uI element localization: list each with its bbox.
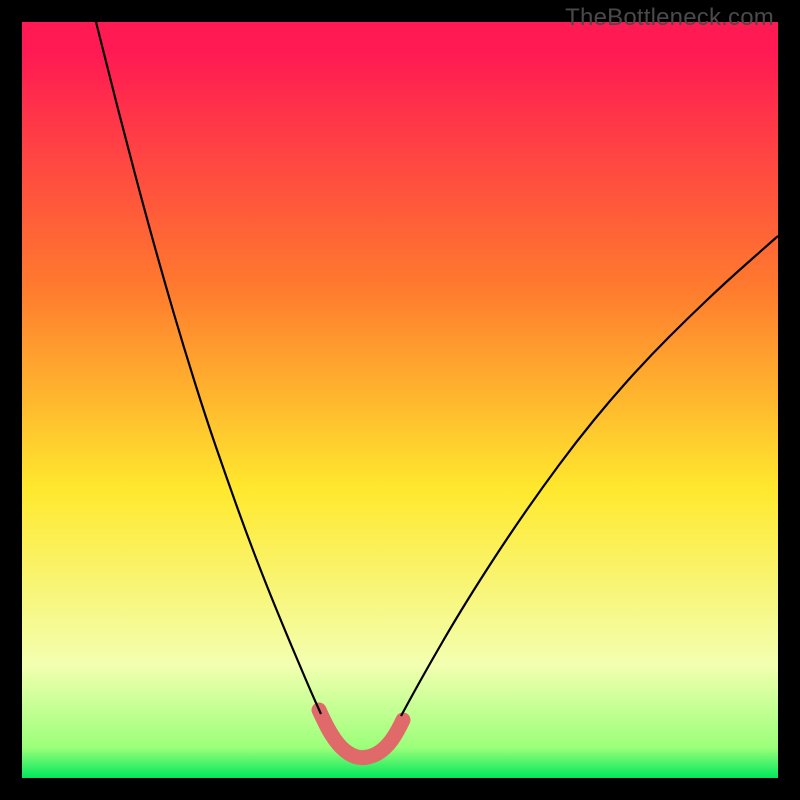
valley-marker-path bbox=[319, 710, 403, 758]
left-curve-path bbox=[96, 22, 321, 714]
right-curve-path bbox=[401, 236, 778, 716]
curve-layer bbox=[22, 22, 778, 778]
chart-frame: TheBottleneck.com bbox=[0, 0, 800, 800]
